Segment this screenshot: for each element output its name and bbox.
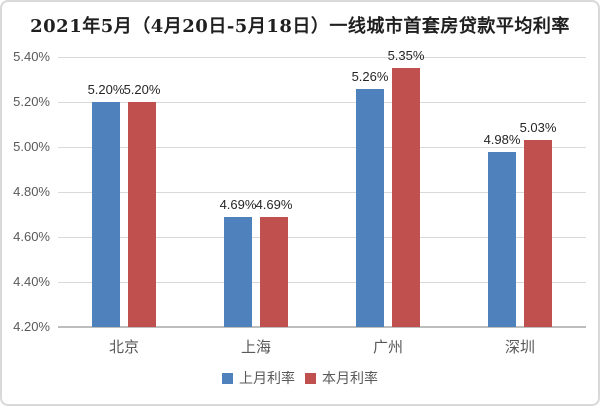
gridline <box>58 101 586 103</box>
bar-value-label: 4.69% <box>219 196 257 212</box>
bar-value-label: 5.26% <box>351 68 389 84</box>
y-tick-label: 5.40% <box>13 49 50 64</box>
bar-prev-month-3 <box>488 151 516 327</box>
category-label-0: 北京 <box>108 339 140 356</box>
bar-prev-month-2 <box>356 88 384 327</box>
category-label-2: 广州 <box>372 339 404 356</box>
plot-area: 5.20% 5.20% 4.69% 4.69% 5.26% 5.35% 4.98% 5.03% <box>58 48 586 328</box>
y-tick-label: 4.40% <box>13 274 50 289</box>
bar-value-label: 5.20% <box>123 82 161 97</box>
legend-swatch-prev-month <box>222 372 233 384</box>
category-label-1: 上海 <box>240 339 272 356</box>
y-axis-labels: 4.20% 4.40% 4.60% 4.80% 5.00% 5.20% 5.40% <box>2 49 50 334</box>
gridline <box>58 281 586 283</box>
gridline <box>58 146 586 148</box>
bar-this-month-0 <box>128 102 156 327</box>
bar-value-label: 5.03% <box>519 120 557 136</box>
bar-this-month-2 <box>392 68 420 327</box>
bar-value-label: 5.35% <box>387 48 425 64</box>
y-tick-label: 4.80% <box>13 184 50 199</box>
category-label-3: 深圳 <box>504 339 536 356</box>
x-axis-labels: 北京 上海 广州 深圳 <box>58 336 586 356</box>
x-axis-line <box>58 326 586 328</box>
y-tick-label: 4.60% <box>13 229 50 244</box>
bar-value-label: 4.98% <box>483 131 521 147</box>
legend-item-prev-month: 上月利率 <box>222 368 295 388</box>
y-tick-label: 5.20% <box>13 94 50 109</box>
legend-swatch-this-month <box>305 372 316 384</box>
bar-this-month-1 <box>260 216 288 327</box>
gridline <box>58 191 586 193</box>
legend-item-this-month: 本月利率 <box>305 368 378 388</box>
legend: 上月利率 本月利率 <box>2 368 598 388</box>
gridline <box>58 236 586 238</box>
y-tick-label: 5.00% <box>13 139 50 154</box>
bar-prev-month-0 <box>92 102 120 327</box>
bar-prev-month-1 <box>224 216 252 327</box>
bar-this-month-3 <box>524 140 552 327</box>
bar-value-label: 4.69% <box>255 196 293 212</box>
y-tick-label: 4.20% <box>13 319 50 334</box>
legend-label-this-month: 本月利率 <box>322 370 378 386</box>
bar-value-label: 5.20% <box>87 82 125 97</box>
chart-title: 2021年5月（4月20日-5月18日）一线城市首套房贷款平均利率 <box>30 16 570 37</box>
gridline <box>58 56 586 58</box>
legend-label-prev-month: 上月利率 <box>239 370 295 386</box>
